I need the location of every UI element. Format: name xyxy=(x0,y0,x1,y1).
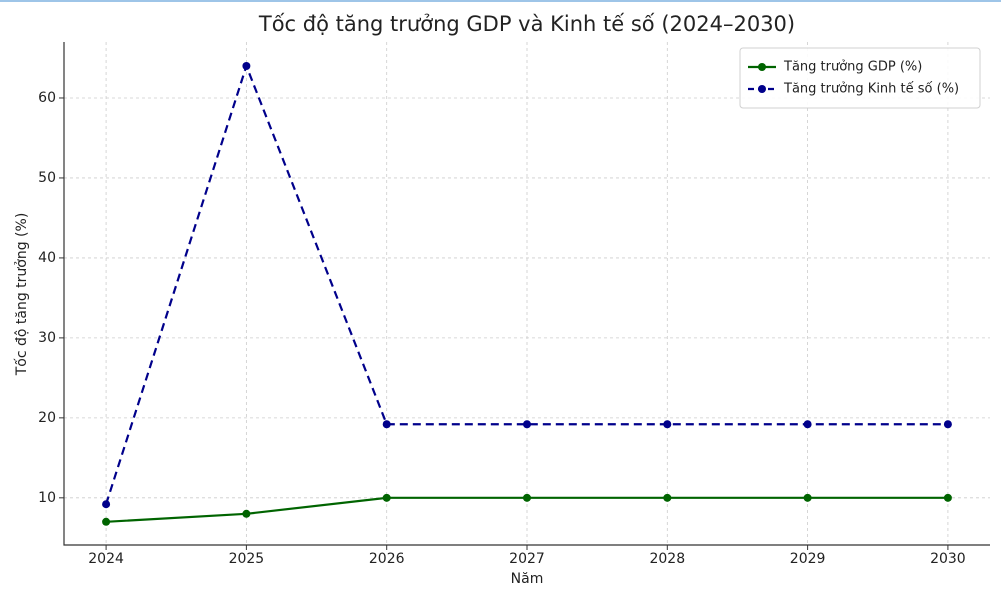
y-tick-label: 30 xyxy=(38,330,56,346)
x-tick-label: 2027 xyxy=(509,551,545,567)
data-point xyxy=(102,500,111,509)
data-point xyxy=(242,61,251,70)
data-point xyxy=(523,493,531,502)
legend-marker xyxy=(758,85,766,93)
legend-label: Tăng trưởng GDP (%) xyxy=(783,60,922,75)
data-point xyxy=(943,493,952,502)
y-tick-label: 50 xyxy=(38,170,56,186)
x-axis-label: Năm xyxy=(511,571,544,587)
chart-title: Tốc độ tăng trưởng GDP và Kinh tế số (20… xyxy=(258,12,795,36)
axes xyxy=(63,42,990,546)
y-tick-label: 10 xyxy=(38,490,56,506)
legend-box xyxy=(739,47,981,109)
data-point xyxy=(523,420,531,429)
y-axis-label: Tốc độ tăng trưởng (%) xyxy=(13,213,30,377)
data-point xyxy=(663,493,672,502)
x-tick-label: 2024 xyxy=(88,551,124,567)
data-point xyxy=(803,420,812,429)
x-tick-label: 2025 xyxy=(229,551,265,567)
legend-label: Tăng trưởng Kinh tế số (%) xyxy=(783,82,959,97)
data-point xyxy=(663,420,672,429)
data-point xyxy=(803,493,812,502)
data-point xyxy=(943,420,952,429)
x-tick-label: 2030 xyxy=(930,551,966,567)
data-point xyxy=(102,517,111,526)
y-tick-label: 20 xyxy=(38,410,56,426)
y-tick-label: 60 xyxy=(38,90,56,106)
y-tick-label: 40 xyxy=(38,250,56,266)
x-tick-label: 2028 xyxy=(649,551,685,567)
data-point xyxy=(382,420,391,429)
data-point xyxy=(242,509,251,518)
x-tick-label: 2026 xyxy=(369,551,405,567)
legend-marker xyxy=(758,63,766,71)
data-point xyxy=(382,493,391,502)
x-tick-label: 2029 xyxy=(790,551,826,567)
